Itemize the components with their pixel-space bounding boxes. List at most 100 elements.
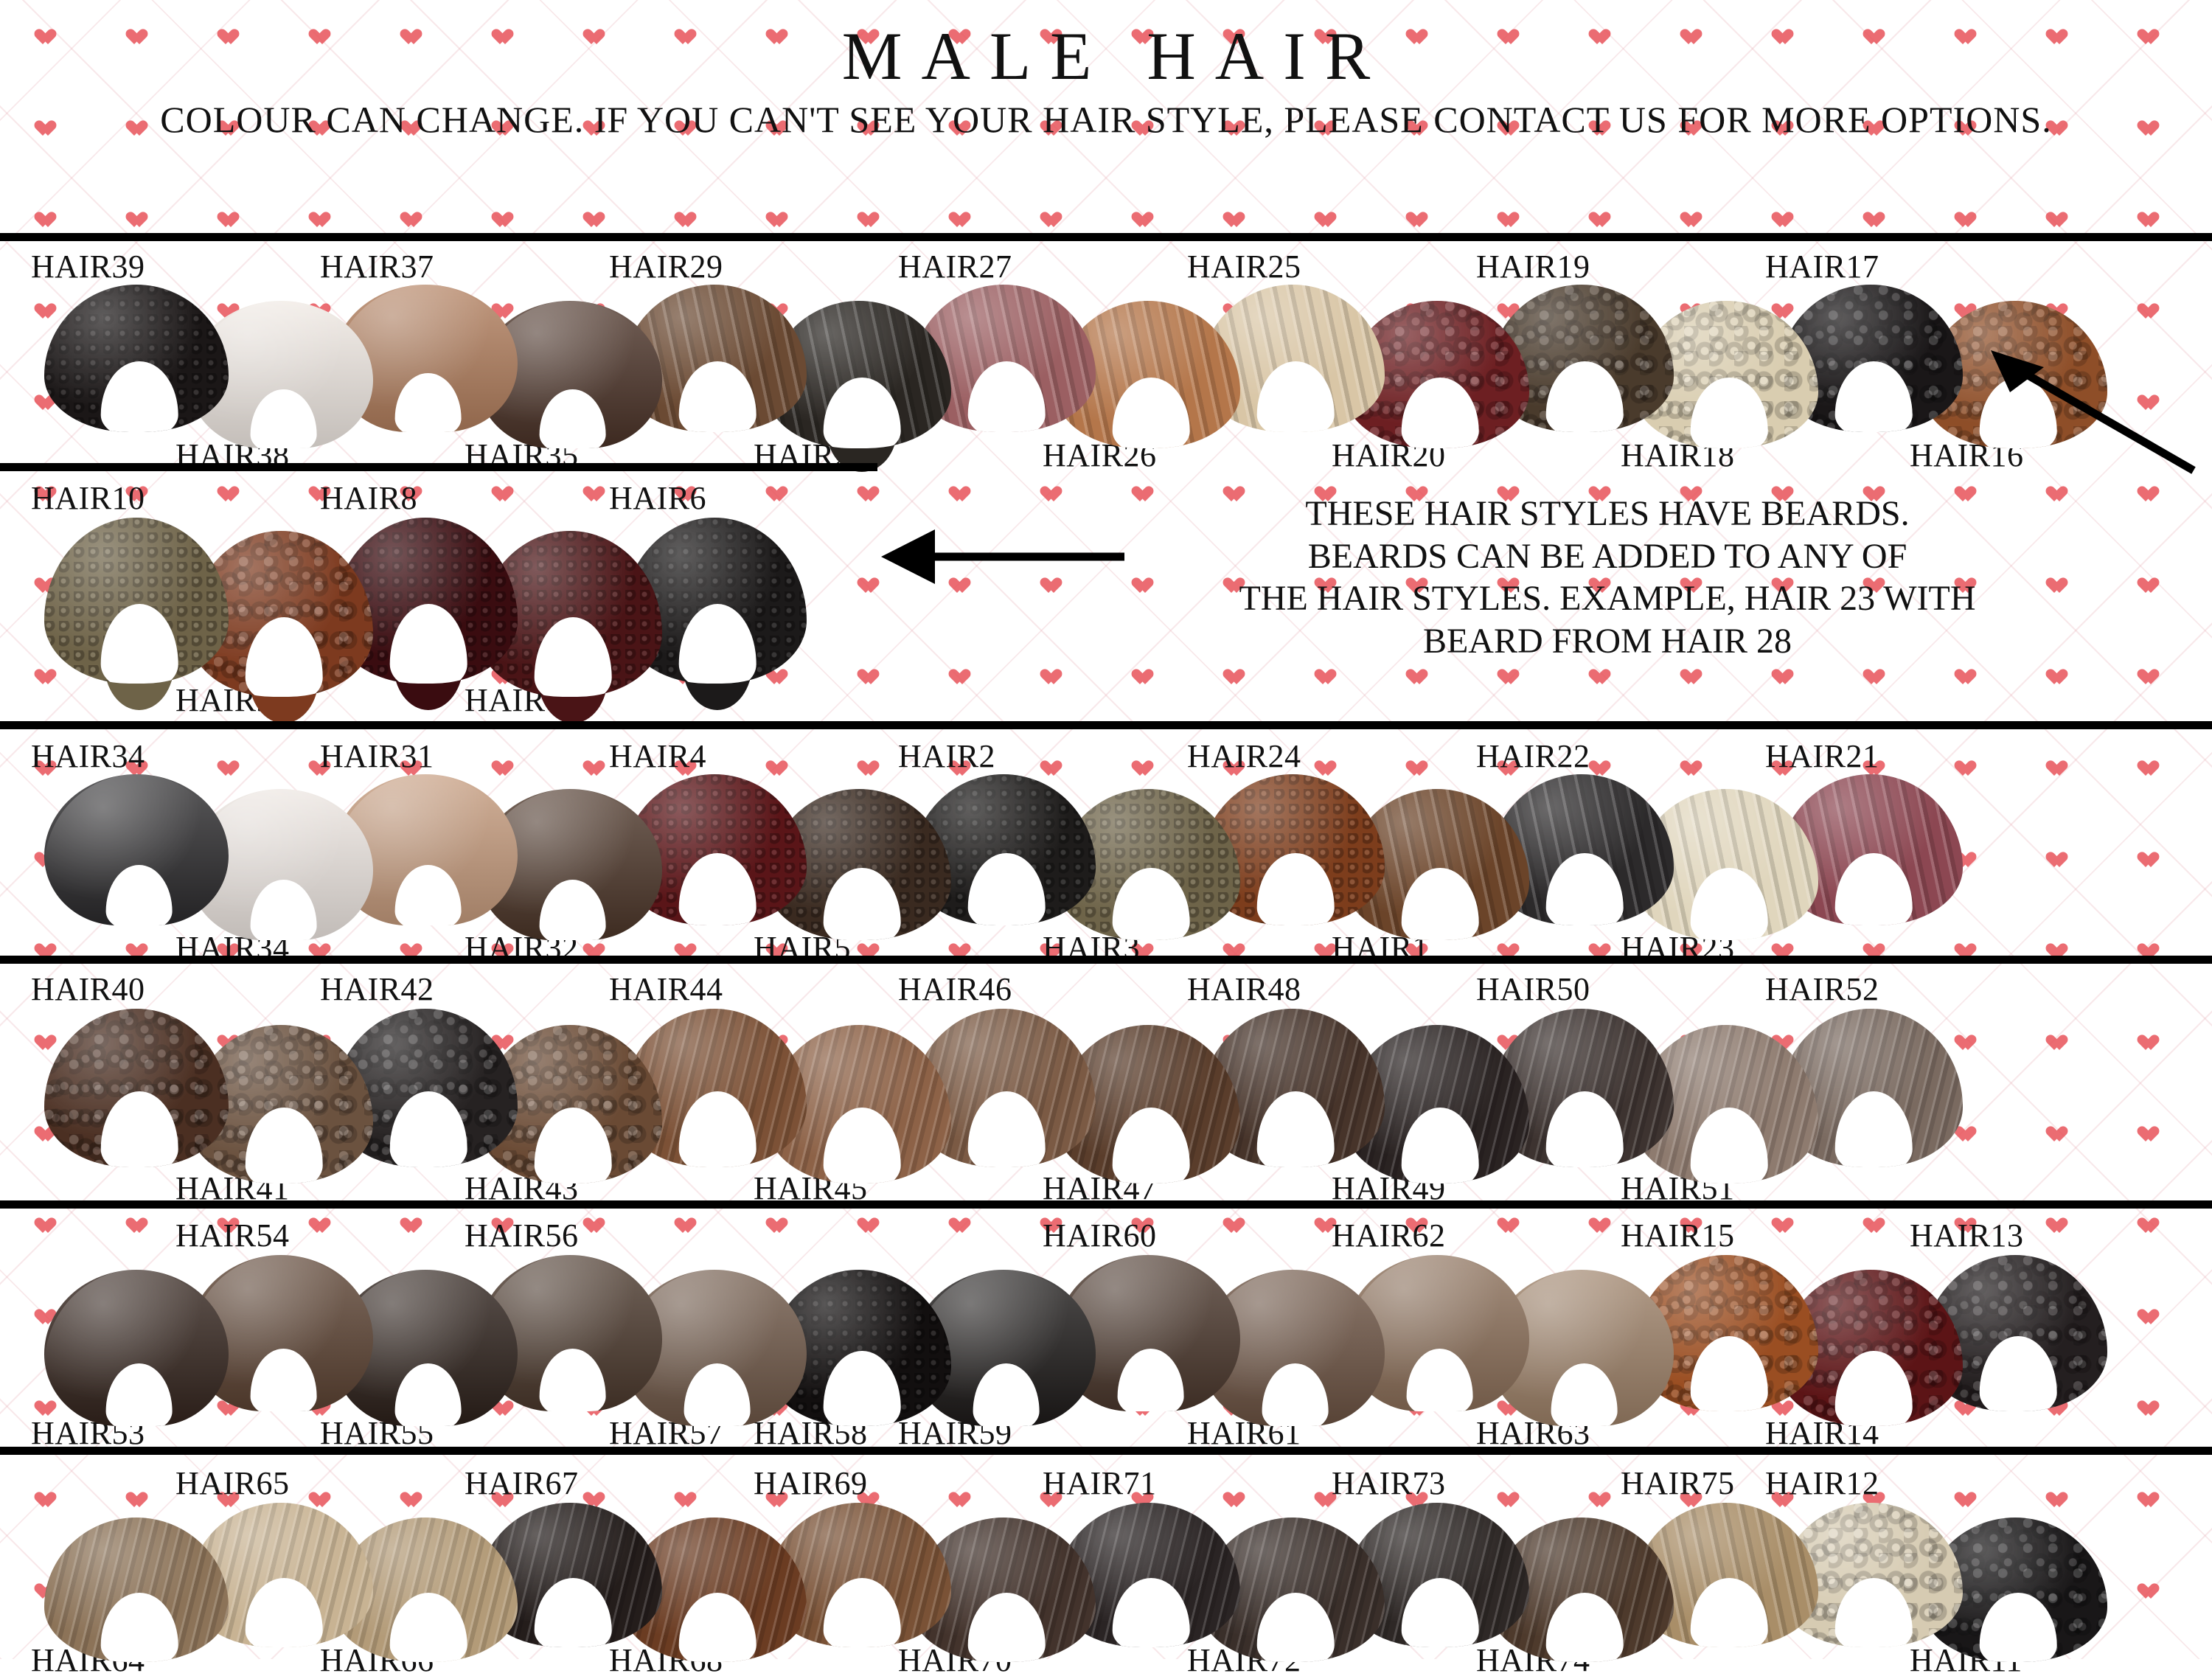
hair-label: HAIR69 (754, 1465, 868, 1501)
heart-icon (404, 212, 423, 230)
hair-label: HAIR25 (1187, 248, 1301, 285)
hair-label: HAIR29 (609, 248, 723, 285)
heart-icon (770, 212, 789, 230)
heart-icon (1684, 212, 1703, 230)
heart-icon (1501, 212, 1520, 230)
heart-icon (2141, 212, 2160, 230)
divider-top (0, 233, 2212, 241)
heart-icon (313, 212, 332, 230)
hair-label: HAIR19 (1476, 248, 1590, 285)
heart-icon (38, 212, 58, 230)
hair-label: HAIR39 (31, 248, 145, 285)
hair-label: HAIR71 (1043, 1465, 1157, 1501)
hair-cap (333, 1518, 518, 1662)
hair-swatch[interactable] (44, 1518, 229, 1662)
hair-row-3: HAIR34 HAIR34 HAIR31 HAIR32 HAIR4 HAIR5 HAIR2 H… (0, 731, 2212, 966)
heart-icon (1593, 212, 1612, 230)
hair-label: HAIR34 (31, 738, 145, 774)
hair-label: HAIR6 (609, 480, 707, 516)
hair-label: HAIR8 (320, 480, 418, 516)
heart-icon (587, 212, 606, 230)
beards-note: THESE HAIR STYLES HAVE BEARDS. BEARDS CA… (1239, 494, 1976, 661)
hair-label: HAIR54 (175, 1217, 290, 1254)
hair-cap (44, 1518, 229, 1662)
heart-icon (953, 212, 972, 230)
hair-label: HAIR65 (175, 1465, 290, 1501)
hair-label: HAIR31 (320, 738, 434, 774)
hair-label: HAIR22 (1476, 738, 1590, 774)
divider-row2-row3 (0, 721, 2212, 729)
heart-icon (495, 212, 515, 230)
hair-cap (44, 1270, 229, 1426)
hair-label: HAIR15 (1621, 1217, 1735, 1254)
heart-icon (1958, 212, 1978, 230)
hair-label: HAIR10 (31, 480, 145, 516)
hair-cap (44, 1009, 229, 1167)
hair-cap (44, 518, 229, 684)
hair-label: HAIR60 (1043, 1217, 1157, 1254)
heart-icon (1135, 212, 1155, 230)
hair-label: HAIR27 (898, 248, 1012, 285)
hair-cap (767, 789, 951, 940)
hair-label: HAIR46 (898, 971, 1012, 1007)
hair-label: HAIR4 (609, 738, 707, 774)
hair-cap (767, 1270, 951, 1426)
heart-icon (130, 212, 149, 230)
hair-swatch[interactable] (1345, 789, 1529, 940)
arrow-up-right-icon (1991, 350, 2196, 474)
hair-label: HAIR13 (1910, 1217, 2024, 1254)
hair-row-1: HAIR39 HAIR38 HAIR37 HAIR35 HAIR29 HAIR28 HAIR… (0, 243, 2212, 473)
hair-label: HAIR48 (1187, 971, 1301, 1007)
hair-label: HAIR56 (465, 1217, 579, 1254)
hair-label: HAIR62 (1332, 1217, 1446, 1254)
page-subtitle: COLOUR CAN CHANGE. IF YOU CAN'T SEE YOUR… (160, 98, 2052, 140)
divider-row1-row2 (0, 463, 877, 471)
page-header: MALE HAIR COLOUR CAN CHANGE. IF YOU CAN'… (0, 0, 2212, 141)
hair-label: HAIR42 (320, 971, 434, 1007)
hair-swatch[interactable] (44, 518, 229, 710)
hair-label: HAIR52 (1765, 971, 1879, 1007)
hair-label: HAIR50 (1476, 971, 1590, 1007)
divider-row5-row6 (0, 1447, 2212, 1455)
hair-label: HAIR37 (320, 248, 434, 285)
hair-swatch[interactable] (44, 285, 229, 432)
divider-row4-row5 (0, 1200, 2212, 1209)
hair-cap (1489, 1518, 1674, 1662)
hair-cap (1489, 1270, 1674, 1426)
hair-cap (44, 285, 229, 432)
hair-row-5: HAIR53 HAIR54 HAIR55 HAIR56 HAIR57 HAIR58 HAIR… (0, 1211, 2212, 1451)
heart-icon (1044, 212, 1063, 230)
hair-label: HAIR44 (609, 971, 723, 1007)
hair-label: HAIR17 (1765, 248, 1879, 285)
hair-swatch[interactable] (44, 1009, 229, 1167)
hair-swatch[interactable] (44, 1270, 229, 1426)
hair-row-4: HAIR40 HAIR41 HAIR42 HAIR43 HAIR44 HAIR45 HAIR… (0, 966, 2212, 1206)
arrow-left-icon (881, 529, 1124, 584)
hair-cap (333, 1270, 518, 1426)
hair-swatch[interactable] (333, 1270, 518, 1426)
hair-label: HAIR73 (1332, 1465, 1446, 1501)
heart-icon (2050, 212, 2069, 230)
hair-row-6: HAIR64 HAIR65 HAIR66 HAIR67 HAIR68 HAIR69 HAIR… (0, 1457, 2212, 1678)
heart-icon (1227, 212, 1246, 230)
hair-cap (1345, 789, 1529, 940)
heart-icon (1318, 212, 1338, 230)
heart-icon (1867, 212, 1886, 230)
hair-label: HAIR40 (31, 971, 145, 1007)
hair-label: HAIR24 (1187, 738, 1301, 774)
heart-icon (1775, 212, 1795, 230)
hair-label: HAIR67 (465, 1465, 579, 1501)
heart-icon (1410, 212, 1429, 230)
heart-icon (221, 212, 240, 230)
hair-label: HAIR2 (898, 738, 996, 774)
heart-icon (678, 212, 698, 230)
page-title: MALE HAIR (841, 18, 1390, 94)
hair-cap (44, 774, 229, 925)
hair-cap (911, 1518, 1096, 1662)
hair-label: HAIR12 (1765, 1465, 1879, 1501)
hair-label: HAIR21 (1765, 738, 1879, 774)
hair-label: HAIR75 (1621, 1465, 1735, 1501)
divider-row3-row4 (0, 956, 2212, 964)
hair-swatch[interactable] (44, 774, 229, 925)
heart-icon (861, 212, 880, 230)
